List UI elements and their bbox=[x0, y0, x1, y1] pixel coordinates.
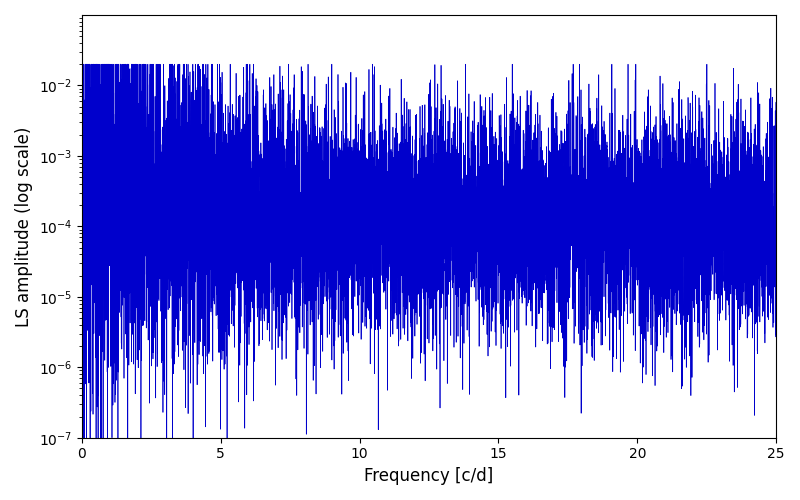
X-axis label: Frequency [c/d]: Frequency [c/d] bbox=[364, 467, 494, 485]
Y-axis label: LS amplitude (log scale): LS amplitude (log scale) bbox=[15, 126, 33, 326]
